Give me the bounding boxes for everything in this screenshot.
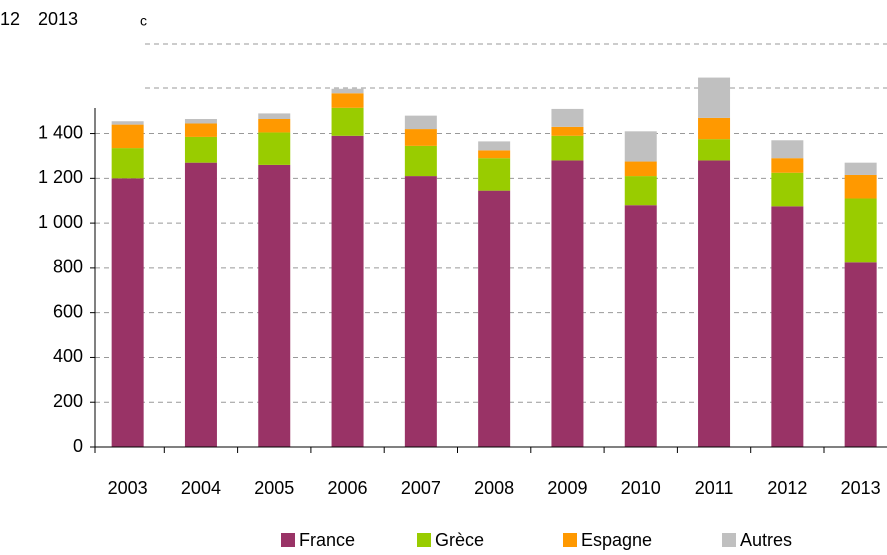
- bar-segment: [698, 160, 731, 447]
- x-tick-label: 2011: [695, 478, 734, 498]
- y-tick-label: 800: [53, 257, 83, 277]
- legend-label: Espagne: [581, 530, 652, 550]
- bar-segment: [624, 131, 657, 162]
- x-tick-label: 2010: [621, 478, 661, 498]
- legend-swatch: [722, 533, 736, 547]
- y-tick-label: 400: [53, 346, 83, 366]
- y-tick-label: 200: [53, 391, 83, 411]
- bar-segment: [258, 164, 291, 447]
- annotation: 2013: [38, 9, 78, 29]
- legend-label: France: [299, 530, 355, 550]
- y-tick-label: 1 200: [38, 167, 83, 187]
- bar-segment: [551, 135, 584, 161]
- y-tick-label: 600: [53, 301, 83, 321]
- bar-segment: [404, 145, 437, 177]
- bar-segment: [331, 135, 364, 448]
- x-tick-label: 2007: [401, 478, 441, 498]
- bar-segment: [624, 161, 657, 177]
- bar-segment: [771, 206, 804, 447]
- x-tick-label: 2008: [474, 478, 514, 498]
- bar-segment: [771, 172, 804, 207]
- bar-segment: [111, 121, 144, 125]
- x-tick-label: 2004: [181, 478, 221, 498]
- legend-label: Autres: [740, 530, 792, 550]
- bar-segment: [478, 158, 511, 191]
- bar-segment: [698, 77, 731, 118]
- x-tick-label: 2003: [108, 478, 148, 498]
- bar-segment: [478, 190, 511, 447]
- bar-segment: [624, 176, 657, 206]
- y-tick-label: 1 000: [38, 212, 83, 232]
- x-tick-label: 2009: [547, 478, 587, 498]
- bar-segment: [698, 117, 731, 140]
- bar-segment: [331, 88, 364, 94]
- bar-segment: [331, 107, 364, 136]
- bar-segment: [184, 162, 217, 447]
- legend-swatch: [417, 533, 431, 547]
- annotation: c: [140, 13, 147, 29]
- x-tick-label: 2012: [767, 478, 807, 498]
- bar-segment: [404, 115, 437, 130]
- bar-segment: [111, 148, 144, 179]
- bar-segment: [111, 178, 144, 448]
- bar-segment: [551, 126, 584, 136]
- bar-segment: [698, 139, 731, 161]
- legend-swatch: [563, 533, 577, 547]
- bar-segment: [184, 119, 217, 124]
- bar-segment: [551, 108, 584, 127]
- bar-segment: [404, 129, 437, 146]
- bar-segment: [771, 140, 804, 159]
- bar-segment: [184, 136, 217, 163]
- bar-segment: [844, 174, 877, 199]
- bar-segment: [478, 141, 511, 151]
- bar-segment: [258, 119, 291, 133]
- bar-segment: [111, 124, 144, 149]
- x-tick-label: 2005: [254, 478, 294, 498]
- bar-segment: [478, 150, 511, 159]
- x-tick-label: 2013: [841, 478, 881, 498]
- bar-segment: [844, 162, 877, 175]
- x-tick-label: 2006: [328, 478, 368, 498]
- bar-segment: [331, 93, 364, 108]
- bar-segment: [258, 113, 291, 120]
- bar-segment: [771, 158, 804, 173]
- bar-segment: [551, 160, 584, 447]
- bar-segment: [844, 262, 877, 447]
- annotation: 12: [0, 9, 20, 29]
- legend-label: Grèce: [435, 530, 484, 550]
- bar-segment: [404, 176, 437, 447]
- bar-segment: [258, 132, 291, 165]
- bar-segment: [844, 198, 877, 263]
- legend-swatch: [281, 533, 295, 547]
- y-tick-label: 0: [73, 436, 83, 456]
- bar-segment: [624, 205, 657, 447]
- bar-segment: [184, 123, 217, 137]
- y-tick-label: 1 400: [38, 122, 83, 142]
